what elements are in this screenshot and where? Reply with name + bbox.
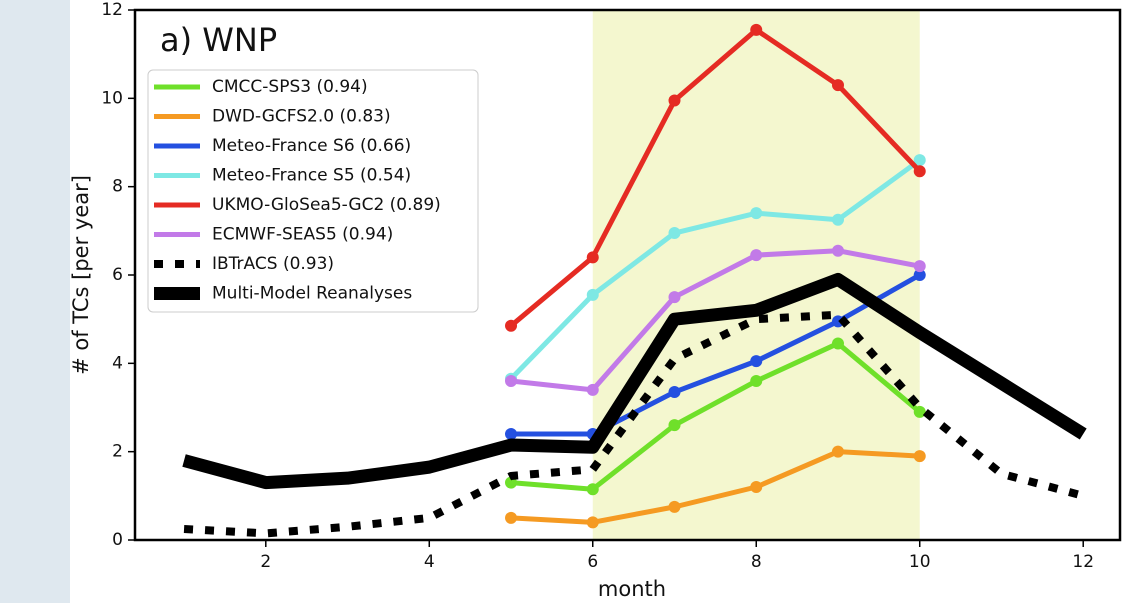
series-marker bbox=[913, 405, 926, 418]
chart-title: a) WNP bbox=[160, 21, 277, 59]
series-marker bbox=[831, 213, 844, 226]
legend-label: IBTrACS (0.93) bbox=[212, 254, 334, 274]
legend-label: Meteo-France S5 (0.54) bbox=[212, 166, 411, 186]
series-marker bbox=[586, 288, 599, 301]
series-marker bbox=[505, 428, 518, 440]
series-line bbox=[510, 248, 921, 393]
series-line bbox=[182, 272, 1087, 490]
series-marker bbox=[831, 315, 844, 328]
series-marker bbox=[831, 445, 844, 458]
highlight-region bbox=[592, 10, 920, 540]
series-marker bbox=[750, 375, 763, 387]
y-tick-label: 12 bbox=[101, 0, 123, 20]
legend-label: UKMO-GloSea5-GC2 (0.89) bbox=[212, 195, 441, 215]
series-marker bbox=[586, 516, 599, 529]
series-marker bbox=[668, 386, 681, 399]
series-marker bbox=[750, 207, 763, 220]
y-tick-label: 4 bbox=[112, 353, 123, 373]
series-line bbox=[509, 158, 922, 381]
series-marker bbox=[505, 375, 518, 387]
series-line bbox=[183, 310, 1085, 538]
x-axis-label: month bbox=[598, 577, 666, 601]
legend-label: DWD-GCFS2.0 (0.83) bbox=[212, 107, 391, 127]
legend-label: Multi-Model Reanalyses bbox=[212, 284, 412, 304]
x-tick-label: 12 bbox=[1072, 552, 1094, 572]
series-marker bbox=[668, 291, 681, 304]
series-marker bbox=[831, 337, 844, 350]
series-marker bbox=[750, 249, 763, 262]
legend-label: ECMWF-SEAS5 (0.94) bbox=[212, 225, 393, 245]
series-line bbox=[511, 272, 921, 437]
x-tick-label: 6 bbox=[587, 552, 598, 572]
series-line bbox=[509, 27, 922, 328]
y-tick-label: 10 bbox=[101, 88, 123, 108]
y-tick-label: 6 bbox=[112, 265, 123, 285]
series-marker bbox=[505, 319, 518, 332]
series-marker bbox=[668, 419, 681, 432]
x-tick-label: 2 bbox=[260, 552, 271, 572]
series-marker bbox=[913, 165, 926, 178]
series-line bbox=[510, 449, 920, 525]
series-marker bbox=[831, 79, 844, 92]
series-marker bbox=[586, 483, 599, 496]
series-marker bbox=[750, 23, 763, 36]
series-marker bbox=[831, 244, 844, 257]
series-marker bbox=[913, 269, 926, 281]
series-marker bbox=[668, 94, 681, 107]
series-marker bbox=[750, 481, 763, 493]
series-line bbox=[510, 340, 922, 492]
legend-label: CMCC-SPS3 (0.94) bbox=[212, 77, 368, 97]
legend-box bbox=[147, 69, 479, 313]
x-tick-label: 10 bbox=[909, 552, 931, 572]
y-tick-label: 0 bbox=[112, 530, 123, 550]
y-axis-label: # of TCs [per year] bbox=[69, 175, 93, 375]
plot-frame bbox=[133, 8, 1122, 542]
series-marker bbox=[913, 260, 926, 273]
series-marker bbox=[668, 500, 681, 513]
series-marker bbox=[750, 355, 763, 368]
series-marker bbox=[668, 227, 681, 240]
series-marker bbox=[586, 251, 599, 264]
y-tick-label: 2 bbox=[112, 442, 123, 462]
x-tick-label: 8 bbox=[751, 552, 762, 572]
x-tick-label: 4 bbox=[424, 552, 435, 572]
legend-label: Meteo-France S6 (0.66) bbox=[212, 136, 411, 156]
y-tick-label: 8 bbox=[112, 177, 123, 197]
series-marker bbox=[586, 383, 599, 396]
series-marker bbox=[505, 511, 518, 524]
series-marker bbox=[913, 154, 926, 167]
series-marker bbox=[913, 450, 926, 463]
